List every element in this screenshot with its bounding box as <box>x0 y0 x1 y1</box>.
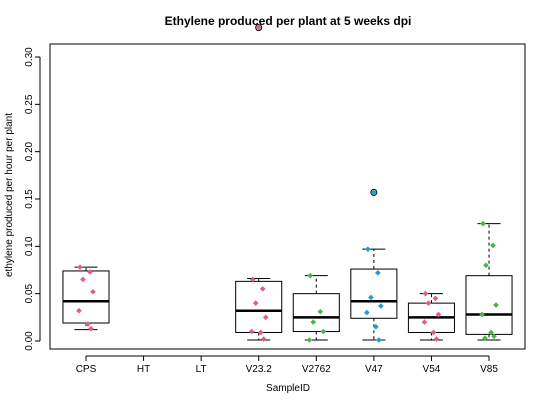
data-point-V23.2 <box>257 329 264 336</box>
data-point-CPS <box>90 288 96 295</box>
chart-title: Ethylene produced per plant at 5 weeks d… <box>165 14 412 28</box>
data-point-V47 <box>368 294 374 301</box>
y-tick-label: 0.25 <box>24 94 35 114</box>
x-tick-label: V54 <box>423 364 441 375</box>
data-point-V85 <box>479 311 485 318</box>
data-point-V23.2 <box>262 314 269 321</box>
x-tick-label: V47 <box>365 364 383 375</box>
data-point-V2762 <box>307 272 314 279</box>
data-point-V23.2 <box>255 24 262 31</box>
data-point-V2762 <box>320 328 327 335</box>
data-point-V2762 <box>306 337 313 343</box>
data-point-V47 <box>376 337 382 343</box>
data-point-V23.2 <box>252 300 259 306</box>
y-tick-label: 0.15 <box>24 189 35 209</box>
boxplot-V85 <box>465 223 513 341</box>
x-tick-label: CPS <box>76 364 97 375</box>
data-point-V23.2 <box>260 336 267 342</box>
x-tick-label: V23.2 <box>246 364 273 375</box>
y-axis-label: ethylene produced per hour per plant <box>4 113 15 277</box>
plot-frame <box>49 43 526 350</box>
boxplot-CPS <box>62 266 110 331</box>
y-tick-label: 0.05 <box>24 283 35 303</box>
data-point-V54 <box>435 311 442 318</box>
data-point-V47 <box>364 309 370 316</box>
x-axis-label: SampleID <box>266 383 310 394</box>
data-point-V47 <box>365 246 371 253</box>
data-point-V23.2 <box>248 328 255 335</box>
outlier-marker <box>370 188 378 196</box>
data-point-V85 <box>480 220 486 227</box>
data-point-V2762 <box>310 319 317 325</box>
data-point-V47 <box>371 189 377 196</box>
boxplot-V2762 <box>292 275 340 341</box>
data-point-V23.2 <box>259 286 266 292</box>
y-tick-label: 0.20 <box>24 141 35 161</box>
data-point-CPS <box>87 269 93 275</box>
boxplot-V47 <box>350 188 398 341</box>
data-point-V54 <box>433 336 440 342</box>
y-axis: 0.00 0.05 0.10 0.15 0.20 0.25 0.30 <box>24 47 41 351</box>
data-point-CPS <box>88 325 94 332</box>
boxplot-V23.2 <box>235 24 283 341</box>
data-point-V85 <box>490 242 496 249</box>
data-point-V85 <box>488 329 494 336</box>
y-tick-label: 0.10 <box>24 236 35 256</box>
data-point-V54 <box>430 329 437 336</box>
box <box>235 280 283 333</box>
x-tick-label: V2762 <box>302 364 331 375</box>
data-point-V54 <box>432 295 439 302</box>
box <box>292 293 340 333</box>
data-point-V85 <box>491 333 497 340</box>
box <box>62 270 110 324</box>
data-point-V47 <box>378 303 384 309</box>
y-tick-label: 0.00 <box>24 331 35 351</box>
data-point-V85 <box>482 335 488 341</box>
data-point-CPS <box>77 264 83 270</box>
box <box>465 275 513 335</box>
data-point-V85 <box>493 302 499 308</box>
boxplots <box>62 24 513 341</box>
data-point-CPS <box>76 307 82 314</box>
data-point-V85 <box>483 262 489 269</box>
data-point-CPS <box>80 276 86 283</box>
data-point-V2762 <box>317 308 324 315</box>
x-axis: CPS HT LT V23.2 V2762 V47 V54 V85 <box>76 355 498 375</box>
data-point-V47 <box>373 323 379 330</box>
x-tick-label: HT <box>137 364 150 375</box>
data-points <box>76 24 499 343</box>
data-point-V47 <box>375 270 381 276</box>
x-tick-label: V85 <box>480 364 498 375</box>
data-point-V54 <box>422 290 429 297</box>
y-tick-label: 0.30 <box>24 47 35 67</box>
data-point-V54 <box>421 319 428 325</box>
outlier-marker <box>255 24 263 32</box>
data-point-V23.2 <box>249 276 256 283</box>
data-point-V54 <box>425 300 432 306</box>
data-point-CPS <box>85 321 91 327</box>
x-tick-label: LT <box>196 364 207 375</box>
box <box>350 268 398 319</box>
